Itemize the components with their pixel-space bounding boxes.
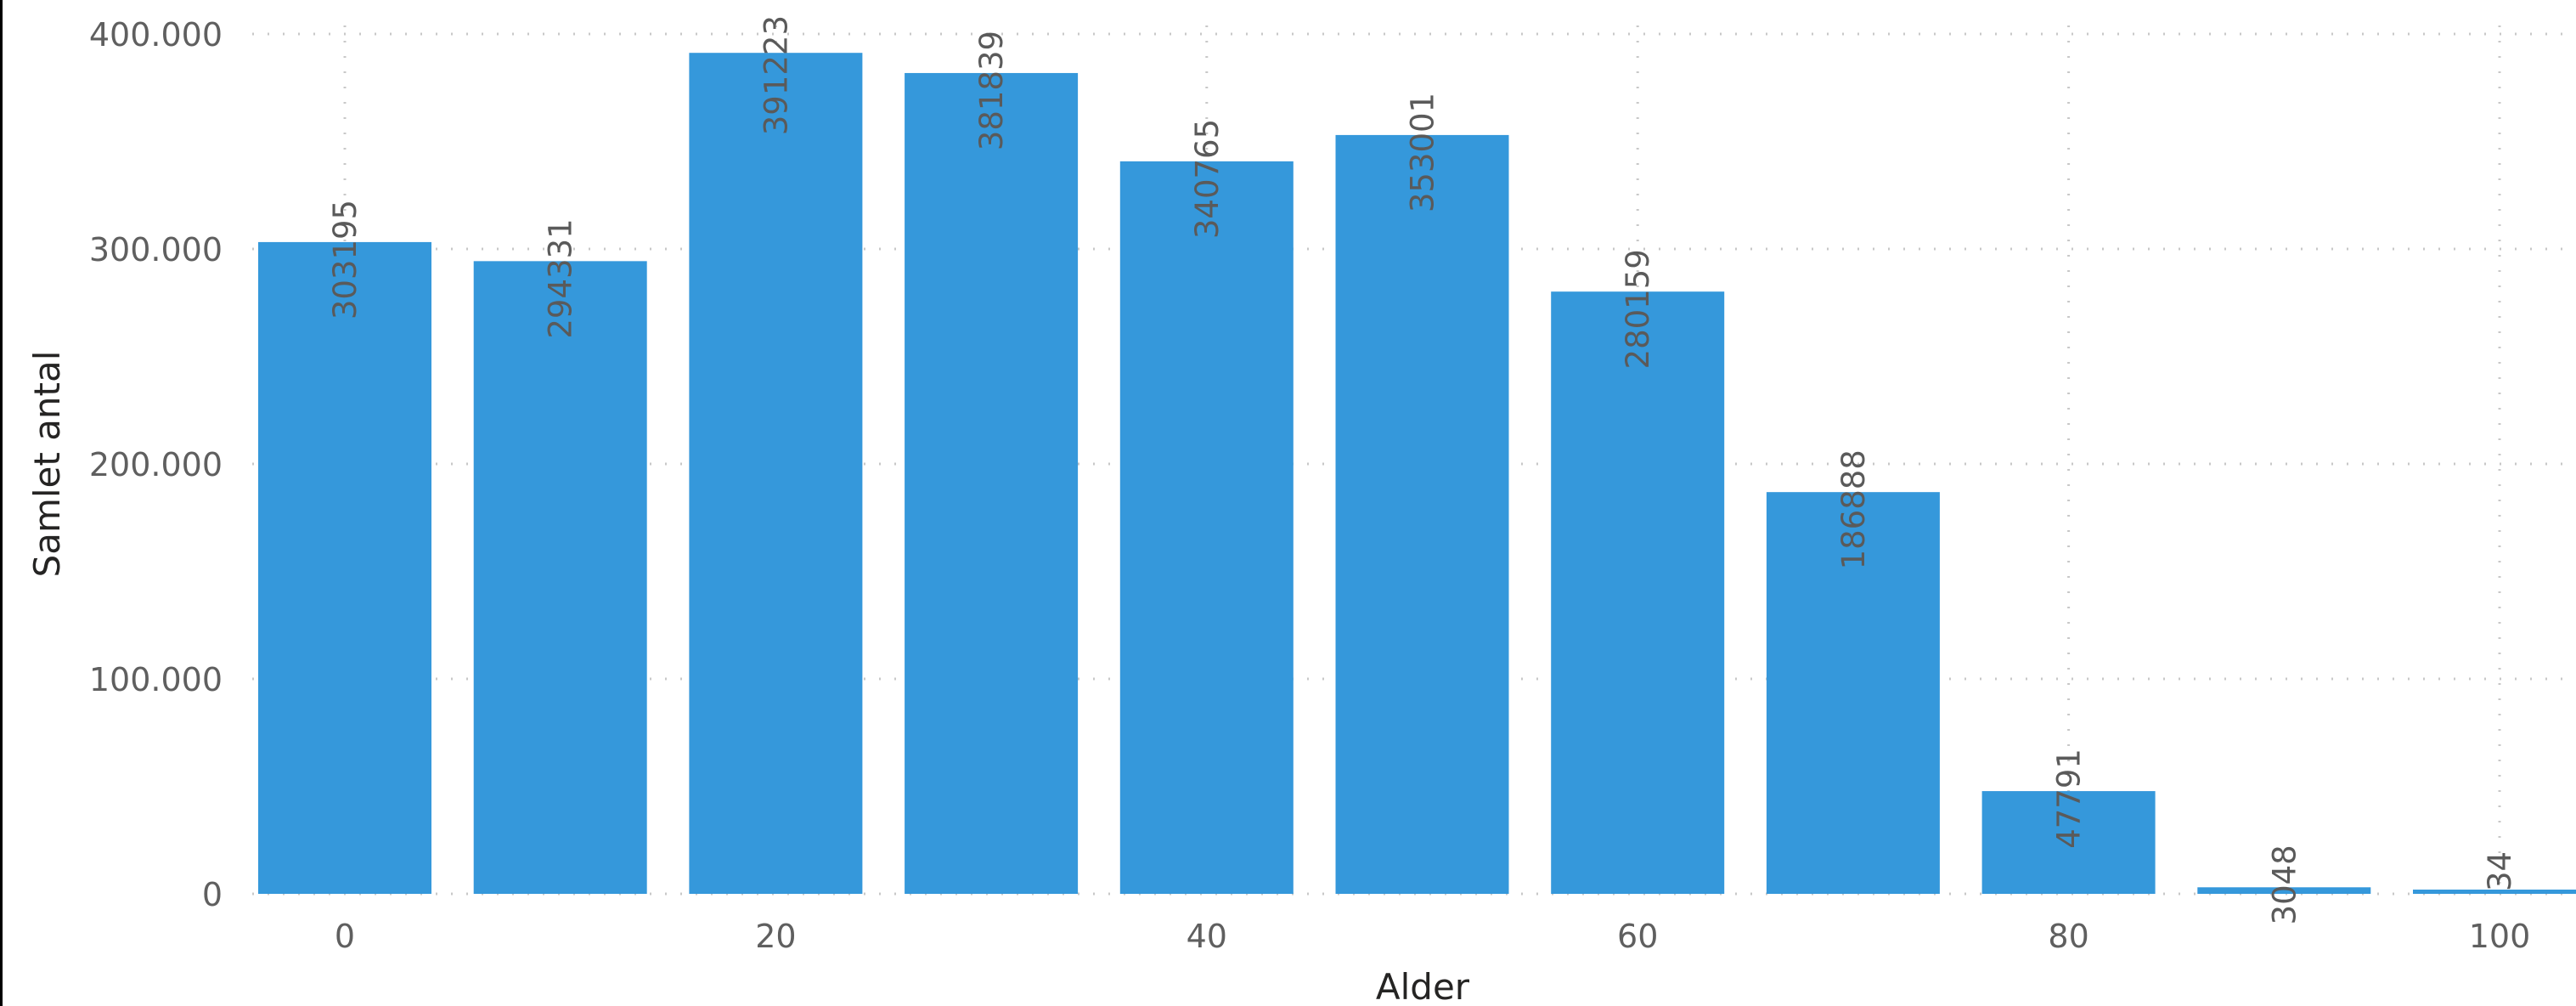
x-tick-label: 80 [2048, 918, 2088, 955]
data-label: 303195 [327, 200, 364, 319]
y-tick-label: 300.000 [89, 231, 223, 268]
x-tick-label: 100 [2469, 918, 2531, 955]
data-label: 186888 [1835, 449, 1872, 569]
x-tick-label: 0 [335, 918, 355, 955]
bar [1766, 492, 1940, 894]
y-tick-label: 200.000 [89, 446, 223, 483]
bars [258, 53, 2576, 895]
bar [905, 72, 1079, 894]
data-label: 3048 [2266, 845, 2303, 924]
bar [2197, 887, 2371, 894]
bar [1981, 791, 2156, 894]
y-tick-label: 0 [202, 876, 223, 913]
data-label: 381839 [973, 31, 1010, 150]
x-axis-ticks: 0 20 40 60 80 100 [335, 918, 2530, 955]
data-label: 280159 [1620, 249, 1656, 369]
data-label: 34 [2482, 851, 2518, 891]
y-tick-label: 400.000 [89, 16, 223, 54]
data-labels: 303195 294331 391223 381839 340765 353001 2801… [327, 15, 2518, 924]
y-axis-ticks: 0 100.000 200.000 300.000 400.000 [89, 16, 223, 913]
bar [1335, 134, 1509, 894]
y-axis-title: Samlet antal [26, 351, 68, 578]
data-label: 294331 [543, 218, 579, 338]
bar [473, 261, 647, 895]
data-label: 353001 [1405, 93, 1441, 212]
bar [258, 241, 431, 895]
x-tick-label: 40 [1187, 918, 1227, 955]
bar [2413, 890, 2576, 894]
data-label: 340765 [1189, 119, 1226, 239]
data-label: 47791 [2051, 749, 2088, 849]
x-axis-title: Alder [1376, 966, 1470, 1006]
bar [689, 53, 863, 894]
x-tick-label: 20 [755, 918, 796, 955]
bar [1551, 291, 1725, 894]
frame-left-border [0, 0, 3, 1006]
x-tick-label: 60 [1617, 918, 1658, 955]
data-label: 391223 [758, 15, 794, 135]
y-tick-label: 100.000 [89, 661, 223, 698]
bar [1119, 161, 1294, 894]
